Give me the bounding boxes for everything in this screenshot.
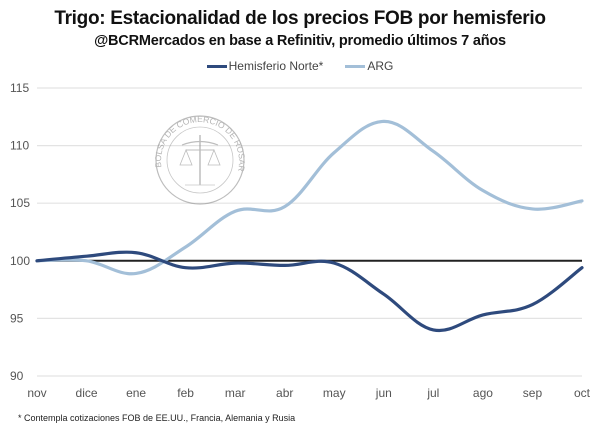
series-line-arg bbox=[35, 119, 584, 276]
x-tick-label: mar bbox=[225, 386, 246, 400]
legend: Hemisferio Norte* ARG bbox=[0, 59, 600, 73]
y-tick-label: 100 bbox=[10, 254, 30, 268]
gridlines bbox=[37, 87, 582, 377]
x-tick-label: jul bbox=[426, 386, 439, 400]
legend-label-arg: ARG bbox=[367, 59, 394, 73]
legend-label-norte: Hemisferio Norte* bbox=[228, 59, 324, 73]
x-axis-labels: nov dice ene feb mar abr may jun jul ago sep oct bbox=[27, 386, 590, 400]
x-tick-label: dice bbox=[76, 386, 98, 400]
x-tick-label: oct bbox=[574, 386, 591, 400]
y-tick-label: 115 bbox=[10, 81, 29, 95]
series-lines bbox=[35, 119, 584, 333]
watermark-text: BOLSA DE COMERCIO DE ROSARIO bbox=[0, 0, 247, 172]
watermark-logo: BOLSA DE COMERCIO DE ROSARIO bbox=[0, 0, 247, 205]
legend-swatch-arg bbox=[345, 64, 366, 68]
x-tick-label: abr bbox=[276, 386, 293, 400]
watermark-outer-ring bbox=[155, 115, 245, 205]
chart-title: Trigo: Estacionalidad de los precios FOB… bbox=[54, 8, 546, 29]
x-tick-label: feb bbox=[177, 386, 194, 400]
x-tick-label: nov bbox=[27, 386, 46, 400]
legend-item-arg: ARG bbox=[345, 59, 393, 73]
series-line-hemisferio-norte bbox=[35, 250, 584, 333]
x-tick-label: jun bbox=[375, 386, 392, 400]
legend-item-norte: Hemisferio Norte* bbox=[206, 59, 324, 73]
y-tick-label: 105 bbox=[10, 196, 30, 210]
y-tick-label: 110 bbox=[10, 139, 29, 153]
footnote: * Contempla cotizaciones FOB de EE.UU., … bbox=[18, 413, 296, 423]
x-tick-label: may bbox=[323, 386, 346, 400]
legend-swatch-norte bbox=[206, 64, 227, 68]
y-axis-labels: 90 95 100 105 110 115 bbox=[10, 81, 30, 383]
x-tick-label: sep bbox=[523, 386, 543, 400]
x-tick-label: ene bbox=[126, 386, 146, 400]
x-tick-label: ago bbox=[473, 386, 493, 400]
watermark-inner-ring bbox=[166, 126, 234, 194]
y-tick-label: 95 bbox=[10, 311, 24, 325]
y-tick-label: 90 bbox=[10, 369, 24, 383]
chart-subtitle: @BCRMercados en base a Refinitiv, promed… bbox=[94, 33, 506, 49]
